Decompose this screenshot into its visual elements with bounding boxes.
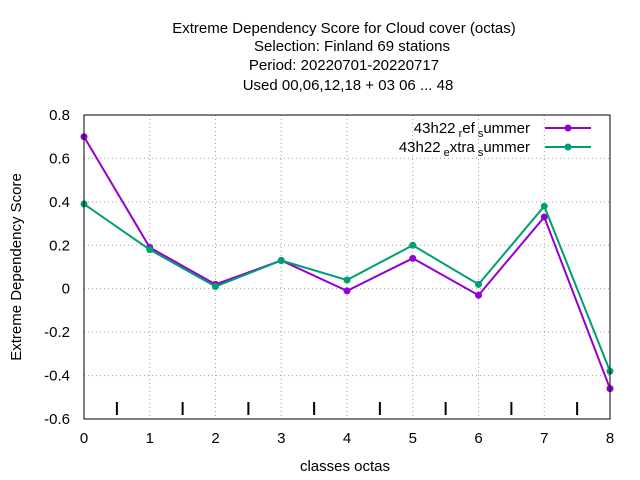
x-tick-label: 8 xyxy=(606,430,614,447)
chart-title-line-2: Selection: Finland 69 stations xyxy=(254,38,450,55)
chart-title: Extreme Dependency Score for Cloud cover… xyxy=(172,20,515,94)
y-tick-label: -0.6 xyxy=(44,411,70,428)
chart-title-line-3: Period: 20220701-20220717 xyxy=(249,57,439,74)
y-axis-label: Extreme Dependency Score xyxy=(8,173,25,361)
data-point xyxy=(343,287,351,295)
series-1 xyxy=(80,133,614,393)
data-point xyxy=(146,246,154,254)
data-point xyxy=(409,241,417,249)
data-point xyxy=(475,291,482,299)
y-tick-label: 0.2 xyxy=(49,237,70,254)
data-point xyxy=(540,213,548,221)
legend-swatch-point xyxy=(564,124,572,132)
y-tick-label: 0.6 xyxy=(49,150,70,167)
y-tick-label: 0.8 xyxy=(49,107,70,124)
data-point xyxy=(409,254,417,262)
data-point xyxy=(343,276,351,284)
y-tick-label: 0 xyxy=(62,281,70,298)
y-tick-label: -0.4 xyxy=(44,368,70,385)
data-point xyxy=(540,202,548,210)
y-tick-label: -0.2 xyxy=(44,324,70,341)
bottom-markers xyxy=(115,402,579,415)
series-2 xyxy=(80,200,614,375)
x-axis-label: classes octas xyxy=(300,458,390,475)
x-tick-label: 4 xyxy=(343,430,351,447)
x-tick-label: 3 xyxy=(277,430,285,447)
series-line xyxy=(83,136,611,389)
x-tick-label: 0 xyxy=(80,430,88,447)
x-tick-label: 1 xyxy=(146,430,154,447)
legend-label: 43h22 ref summer xyxy=(414,120,530,140)
x-tick-label: 5 xyxy=(409,430,417,447)
x-tick-label: 2 xyxy=(211,430,219,447)
y-tick-label: 0.4 xyxy=(49,194,70,211)
x-tick-label: 6 xyxy=(474,430,482,447)
data-point xyxy=(277,256,285,264)
data-point xyxy=(475,280,482,288)
legend-swatch-point xyxy=(564,143,572,151)
x-tick-labels: 0 1 2 3 4 5 6 7 8 xyxy=(80,430,614,447)
chart-title-line-1: Extreme Dependency Score for Cloud cover… xyxy=(172,20,515,37)
series-layer xyxy=(80,133,614,393)
legend-label: 43h22 extra summer xyxy=(399,139,530,159)
chart-title-line-4: Used 00,06,12,18 + 03 06 ... 48 xyxy=(243,77,454,94)
y-tick-labels: -0.6 -0.4 -0.2 0 0.2 0.4 0.6 0.8 xyxy=(44,107,70,428)
plot-frame xyxy=(83,114,611,420)
data-point xyxy=(212,283,219,291)
x-tick-label: 7 xyxy=(540,430,548,447)
grid-lines xyxy=(83,114,611,420)
